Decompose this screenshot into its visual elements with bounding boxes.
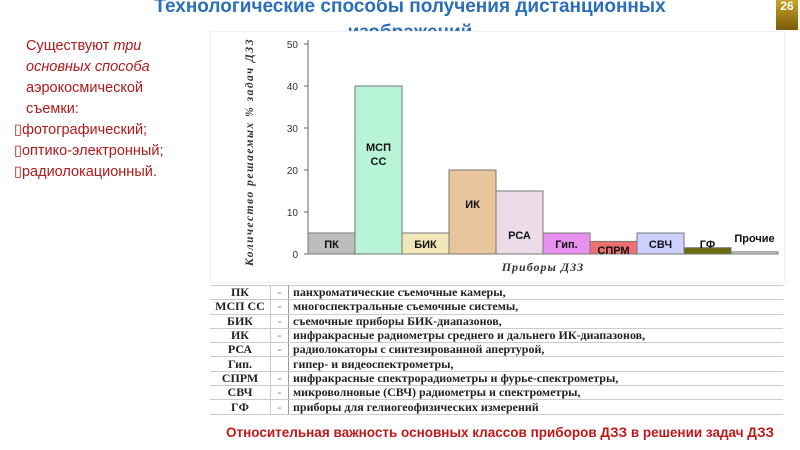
description-cell: многоспектральные съемочные системы, (288, 299, 783, 315)
bar-chart: 0 10 20 30 40 50 ПК МСП СС БИК ИК РСА Гип. СПРМ СВЧ ГФ П… (210, 31, 785, 283)
table-row: СПРМ - инфракрасные спектрорадиометры и фу… (210, 370, 783, 387)
y-tick-label: 10 (287, 208, 299, 219)
bar-label: СВЧ (649, 239, 672, 251)
bar (636, 232, 685, 255)
abbreviation-cell: ГФ (210, 399, 271, 415)
intro-line: Существуют (26, 38, 114, 54)
table-row: БИК - съемочные приборы БИК-диапазонов, (210, 313, 783, 329)
intro-line: основных способа (26, 59, 150, 75)
table-row: РСА - радиолокаторы с синтезированной апер… (210, 342, 783, 358)
table-row: Гип. гипер- и видеоспектрометры, (210, 356, 783, 372)
table-row: СВЧ - микроволновые (СВЧ) радиометры и спе… (210, 385, 783, 401)
bar (354, 85, 403, 255)
description-cell: приборы для гелиогеофизических измерений (288, 399, 783, 415)
bar-label: ИК (465, 199, 480, 211)
intro-line: съемки: (26, 101, 79, 117)
abbreviation-cell: ИК (210, 327, 271, 344)
bullet-item: оптико-электронный; (14, 141, 164, 162)
abbreviation-cell: СПРМ (210, 370, 271, 387)
y-axis-label: Количество решаемых % задач ДЗЗ (244, 38, 256, 267)
figure-caption: Относительная важность основных классов … (226, 425, 774, 440)
bar-label: МСП СС (366, 142, 391, 168)
table-row: ГФ - приборы для гелиогеофизических измере… (210, 399, 783, 415)
bar-label: Гип. (555, 239, 577, 251)
dash-cell: - (270, 399, 289, 415)
dash-cell: - (270, 299, 289, 315)
slide-number-badge: 26 (776, 0, 798, 30)
intro-emphasis: три (113, 38, 142, 54)
abbreviation-cell: Гип. (210, 356, 271, 372)
table-row: ПК - панхроматические съемочные камеры, (210, 284, 783, 301)
y-tick-label: 50 (287, 40, 299, 51)
dash-cell: - (270, 370, 289, 387)
bar-label: БИК (414, 239, 437, 251)
bar-label: Прочие (734, 233, 774, 245)
bar (448, 169, 497, 255)
abbreviation-cell: РСА (210, 342, 271, 358)
description-cell: гипер- и видеоспектрометры, (288, 356, 783, 372)
description-cell: инфракрасные радиометры среднего и дальн… (288, 327, 783, 344)
y-tick-label: 20 (287, 166, 299, 177)
y-tick-label: 0 (292, 250, 298, 261)
abbreviation-cell: БИК (210, 313, 271, 329)
y-tick-label: 40 (287, 82, 299, 93)
y-tick-label: 30 (287, 124, 299, 135)
intro-text: Существуют три основных способа аэрокосм… (14, 36, 164, 183)
dash-cell (270, 356, 289, 372)
bar-label: ГФ (700, 239, 716, 251)
dash-cell: - (270, 327, 289, 344)
chart-svg: 0 10 20 30 40 50 ПК МСП СС БИК ИК РСА Гип. СПРМ СВЧ ГФ П… (244, 38, 779, 274)
abbreviation-cell: МСП СС (210, 299, 271, 315)
bar (730, 251, 779, 255)
table-row: МСП СС - многоспектральные съемочные систе… (210, 299, 783, 315)
description-cell: микроволновые (СВЧ) радиометры и спектро… (288, 385, 783, 401)
bar-label: СПРМ (597, 245, 629, 257)
description-cell: инфракрасные спектрорадиометры и фурье-с… (288, 370, 783, 387)
dash-cell: - (270, 313, 289, 329)
bar (495, 190, 544, 255)
bar (683, 247, 732, 255)
description-cell: съемочные приборы БИК-диапазонов, (288, 313, 783, 329)
abbreviation-cell: СВЧ (210, 385, 271, 401)
dash-cell: - (270, 385, 289, 401)
description-cell: радиолокаторы с синтезированной апертуро… (288, 342, 783, 358)
bullet-item: радиолокационный. (14, 162, 164, 183)
table-row: ИК - инфракрасные радиометры среднего и да… (210, 327, 783, 344)
bar-label: ПК (324, 239, 339, 251)
bar-label: РСА (508, 230, 531, 242)
legend-table: ПК - панхроматические съемочные камеры, МСП… (210, 284, 783, 415)
dash-cell: - (270, 284, 289, 301)
x-axis-label: Приборы ДЗЗ (501, 260, 585, 274)
bullet-item: фотографический; (14, 120, 164, 141)
description-cell: панхроматические съемочные камеры, (288, 284, 783, 301)
abbreviation-cell: ПК (210, 284, 271, 301)
intro-line: аэрокосмической (26, 80, 144, 96)
dash-cell: - (270, 342, 289, 358)
